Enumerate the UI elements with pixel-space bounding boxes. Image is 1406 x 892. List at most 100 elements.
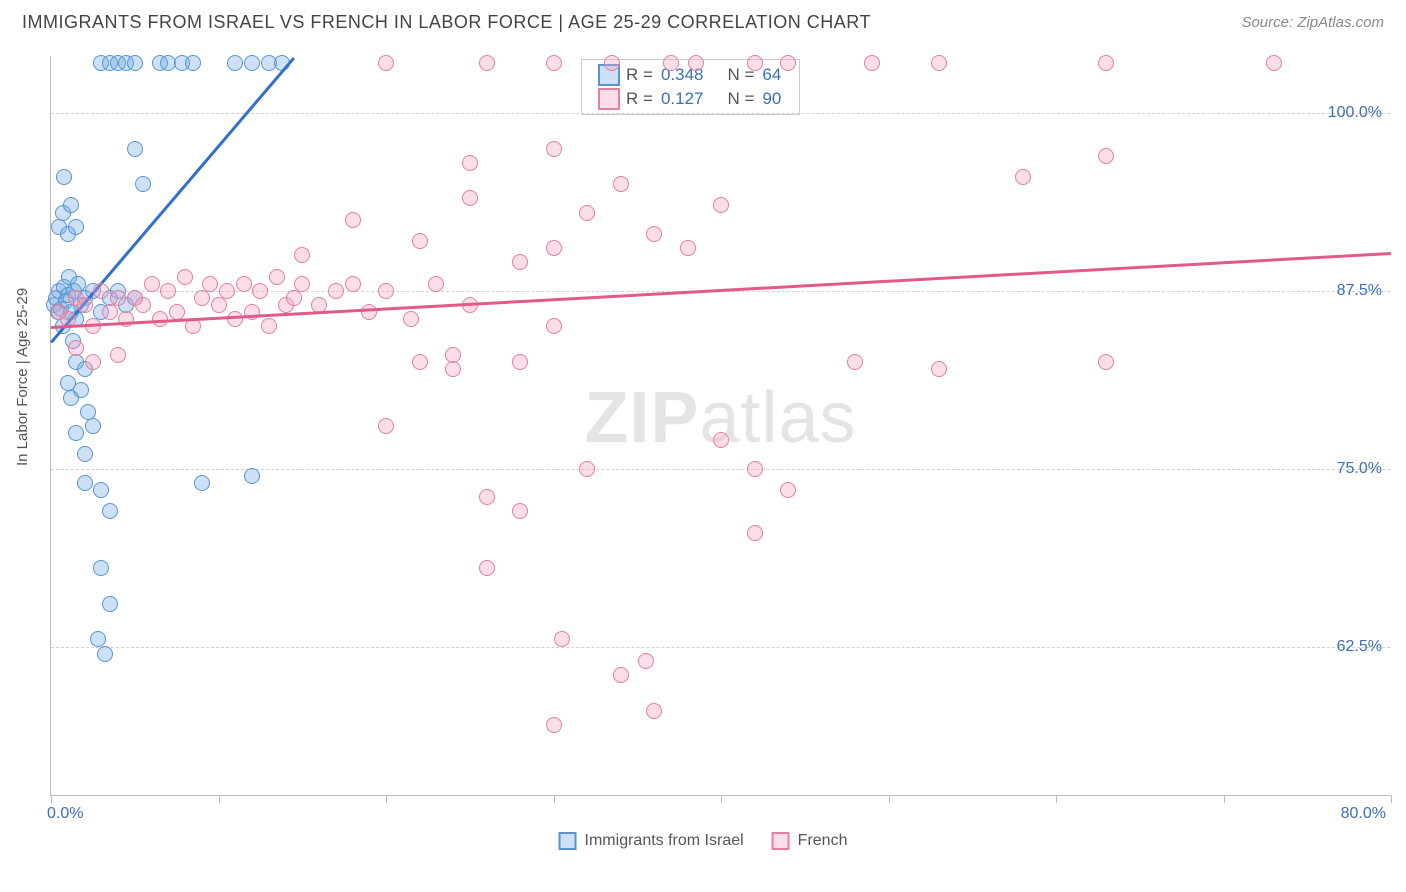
data-point [110,347,126,363]
data-point [713,197,729,213]
data-point [269,269,285,285]
data-point [613,176,629,192]
r-value: 0.127 [659,89,706,109]
data-point [747,525,763,541]
data-point [68,425,84,441]
data-point [93,482,109,498]
data-point [236,276,252,292]
data-point [462,155,478,171]
legend-stats-row: R = 0.127 N = 90 [582,87,799,111]
data-point [412,233,428,249]
data-point [1098,148,1114,164]
data-point [546,55,562,71]
y-tick-label: 100.0% [1328,104,1382,122]
data-point [286,290,302,306]
data-point [512,254,528,270]
x-min-label: 0.0% [47,805,83,823]
data-point [77,475,93,491]
data-point [244,468,260,484]
data-point [713,432,729,448]
data-point [345,212,361,228]
data-point [160,283,176,299]
data-point [294,276,310,292]
y-tick-label: 62.5% [1337,638,1382,656]
data-point [110,290,126,306]
data-point [931,55,947,71]
data-point [688,55,704,71]
legend-item: Immigrants from Israel [559,832,744,850]
y-tick-label: 87.5% [1337,282,1382,300]
data-point [144,276,160,292]
data-point [378,283,394,299]
n-label: N = [727,89,754,109]
data-point [85,418,101,434]
data-point [97,646,113,662]
data-point [56,169,72,185]
data-point [68,340,84,356]
y-tick-label: 75.0% [1337,460,1382,478]
data-point [428,276,444,292]
legend-swatch [772,832,790,850]
data-point [378,418,394,434]
data-point [202,276,218,292]
data-point [328,283,344,299]
data-point [680,240,696,256]
data-point [93,560,109,576]
data-point [604,55,620,71]
data-point [227,55,243,71]
legend-series: Immigrants from Israel French [559,832,848,850]
r-label: R = [626,89,653,109]
legend-item: French [772,832,848,850]
gridline [51,647,1390,648]
data-point [102,596,118,612]
data-point [77,297,93,313]
data-point [1266,55,1282,71]
data-point [361,304,377,320]
n-value: 90 [760,89,783,109]
data-point [445,361,461,377]
data-point [252,283,268,299]
data-point [613,667,629,683]
data-point [118,311,134,327]
x-tick [1224,795,1225,803]
data-point [378,55,394,71]
legend-swatch [598,88,620,110]
data-point [512,354,528,370]
data-point [194,475,210,491]
data-point [546,141,562,157]
data-point [1098,354,1114,370]
chart-title: IMMIGRANTS FROM ISRAEL VS FRENCH IN LABO… [22,12,871,33]
data-point [780,55,796,71]
data-point [127,141,143,157]
data-point [931,361,947,377]
data-point [403,311,419,327]
data-point [646,703,662,719]
data-point [294,247,310,263]
r-label: R = [626,65,653,85]
data-point [85,354,101,370]
data-point [127,55,143,71]
x-tick [721,795,722,803]
data-point [864,55,880,71]
data-point [73,382,89,398]
data-point [546,318,562,334]
data-point [412,354,428,370]
data-point [638,653,654,669]
data-point [579,205,595,221]
data-point [512,503,528,519]
data-point [194,290,210,306]
data-point [479,560,495,576]
data-point [77,446,93,462]
data-point [93,283,109,299]
data-point [579,461,595,477]
data-point [102,304,118,320]
source-label: Source: ZipAtlas.com [1241,14,1384,31]
data-point [135,176,151,192]
data-point [177,269,193,285]
legend-swatch [559,832,577,850]
x-tick [1056,795,1057,803]
x-tick [889,795,890,803]
data-point [546,717,562,733]
data-point [646,226,662,242]
x-tick [554,795,555,803]
